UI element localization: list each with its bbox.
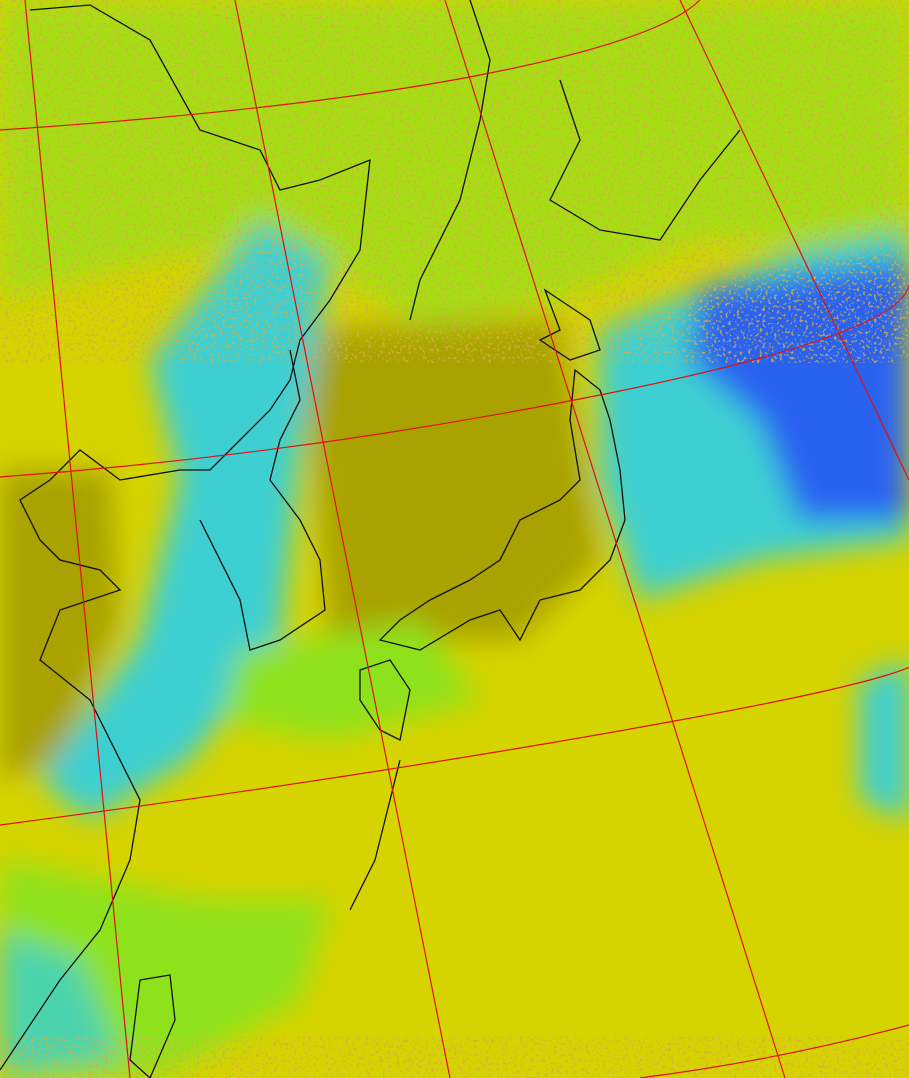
longitude-line <box>444 0 786 1078</box>
noise-texture <box>0 0 909 330</box>
noise-texture-bottom <box>0 1040 909 1078</box>
coastline-kamchatka <box>549 79 741 241</box>
latitude-line <box>0 284 909 478</box>
coastline-hokkaido <box>538 288 601 361</box>
coastline-kyushu <box>359 659 411 741</box>
low-cloud-sea-of-japan <box>300 320 600 640</box>
coastline-honshu <box>378 368 626 651</box>
coastlines <box>0 0 741 1078</box>
coastline-china <box>0 449 181 1071</box>
coastline-taiwan <box>129 974 176 1078</box>
longitude-line <box>234 0 451 1078</box>
longitude-line <box>679 0 909 481</box>
longitude-line <box>24 0 131 1078</box>
coastline-sakhalin <box>409 0 491 321</box>
latitude-line <box>0 0 701 131</box>
high-cloud-far-east <box>860 660 909 820</box>
coastline-russia-north <box>29 4 371 471</box>
latitude-line <box>639 1024 909 1078</box>
coastline-ryukyu <box>349 759 401 911</box>
mid-cloud-kyushu <box>220 620 480 740</box>
latitude-line <box>0 650 909 826</box>
coastline-korea <box>199 349 326 651</box>
low-cloud-china <box>0 470 120 780</box>
